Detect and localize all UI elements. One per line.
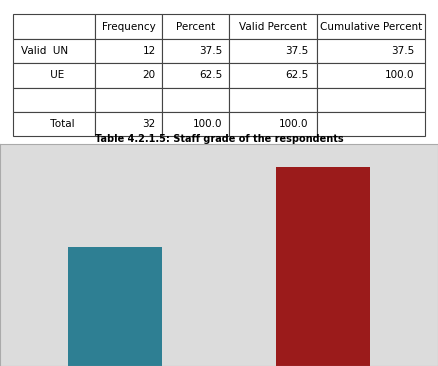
Text: Table 4.2.1.5: Staff grade of the respondents: Table 4.2.1.5: Staff grade of the respon… [95, 134, 343, 143]
Bar [68, 247, 162, 366]
Bar [276, 167, 370, 366]
